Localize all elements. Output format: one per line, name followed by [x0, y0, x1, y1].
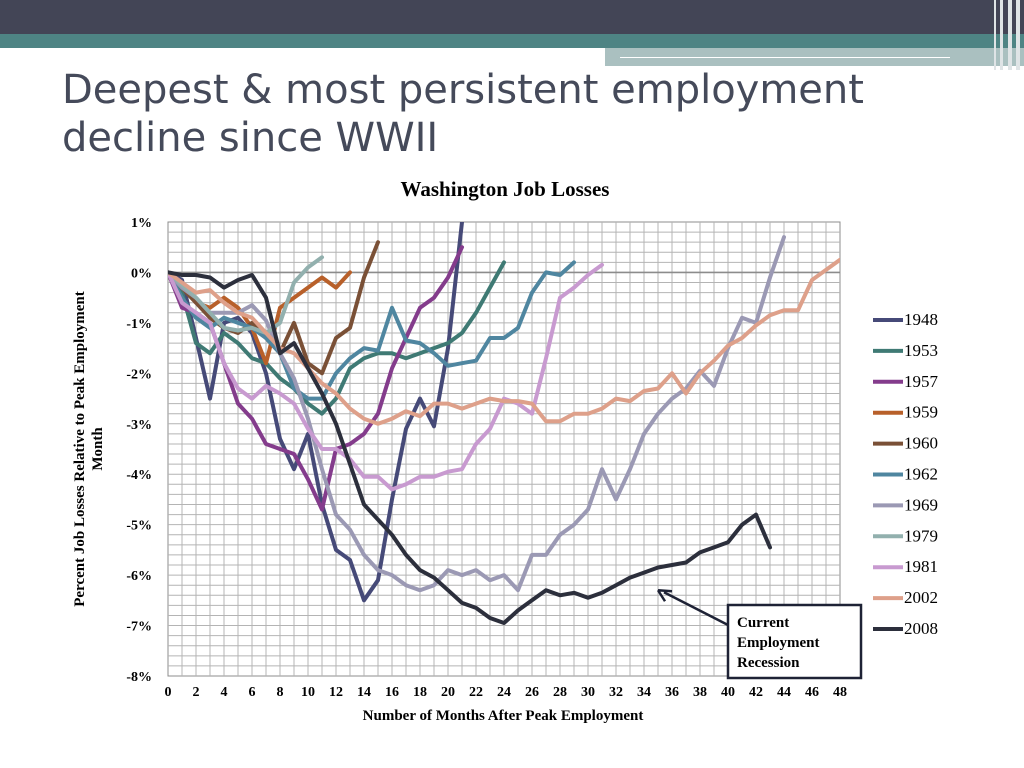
x-tick-label: 0 [165, 685, 172, 700]
y-tick-label: -7% [126, 620, 152, 635]
x-tick-label: 28 [553, 685, 567, 700]
annotation-arrowhead [656, 588, 673, 602]
x-tick-label: 6 [249, 685, 256, 700]
legend-label-1959: 1959 [904, 403, 938, 422]
annotation-line: Recession [737, 655, 800, 671]
x-tick-label: 30 [581, 685, 595, 700]
decorative-stripe [1008, 0, 1012, 70]
legend-label-1953: 1953 [904, 341, 938, 360]
y-tick-label: -6% [126, 569, 152, 584]
legend-label-1981: 1981 [904, 557, 938, 576]
chart-title: Washington Job Losses [401, 177, 610, 201]
series-line-2008 [168, 270, 772, 625]
y-tick-label: -4% [126, 468, 152, 483]
x-tick-label: 16 [385, 685, 399, 700]
x-tick-label: 48 [833, 685, 847, 700]
y-axis-label-line: Month [90, 427, 106, 471]
x-tick-label: 8 [277, 685, 284, 700]
y-tick-label: 1% [131, 216, 152, 231]
x-tick-label: 32 [609, 685, 623, 700]
legend-label-2008: 2008 [904, 619, 938, 638]
x-tick-label: 18 [413, 685, 427, 700]
decorative-stripe [1000, 0, 1003, 70]
title-bar-dark [0, 0, 1024, 34]
tick-labels: 1%0%-1%-2%-3%-4%-5%-6%-7%-8%0 2 4 6 8 10 12 14 1… [126, 216, 847, 700]
series-line-1962 [168, 260, 576, 401]
legend-label-2002: 2002 [904, 588, 938, 607]
legend-label-1948: 1948 [904, 310, 938, 329]
title-bar-teal [0, 34, 1024, 48]
annotation-line: Employment [737, 635, 820, 651]
annotation: Current Employment Recession [656, 588, 863, 680]
x-tick-label: 22 [469, 685, 483, 700]
decorative-stripe [994, 0, 996, 70]
legend: 1948 1953 1957 1959 1960 1962 1969 1979 1981 2002… [873, 310, 939, 638]
series-line-1979 [168, 255, 324, 335]
x-tick-label: 14 [357, 685, 371, 700]
legend-label-1960: 1960 [904, 434, 938, 453]
annotation-arrow [663, 591, 729, 627]
x-tick-label: 46 [805, 685, 819, 700]
x-tick-label: 36 [665, 685, 679, 700]
x-tick-label: 2 [193, 685, 200, 700]
x-tick-label: 40 [721, 685, 735, 700]
y-axis-label: Percent Job Losses Relative to Peak Empl… [72, 291, 106, 607]
y-tick-label: -2% [126, 367, 152, 382]
x-tick-label: 10 [301, 685, 315, 700]
legend-label-1962: 1962 [904, 465, 938, 484]
y-axis-label-line: Percent Job Losses Relative to Peak Empl… [72, 291, 88, 607]
legend-label-1969: 1969 [904, 495, 938, 514]
annotation-box [726, 603, 863, 680]
x-tick-label: 26 [525, 685, 539, 700]
x-axis-label: Number of Months After Peak Employment [363, 708, 644, 724]
y-tick-label: 0% [131, 266, 152, 281]
annotation-line: Current [737, 615, 789, 631]
legend-label-1979: 1979 [904, 526, 938, 545]
x-tick-label: 38 [693, 685, 707, 700]
x-tick-label: 20 [441, 685, 455, 700]
series-line-1981 [168, 262, 604, 492]
series-group [168, 222, 840, 625]
y-tick-label: -8% [126, 670, 152, 685]
decorative-stripe [1016, 0, 1020, 70]
y-tick-label: -5% [126, 519, 152, 534]
series-line-1953 [168, 260, 506, 416]
legend-label-1957: 1957 [904, 372, 939, 391]
y-tick-label: -3% [126, 418, 152, 433]
x-tick-label: 24 [497, 685, 511, 700]
x-tick-label: 4 [221, 685, 228, 700]
title-bar-line [620, 57, 950, 58]
x-tick-label: 12 [329, 685, 343, 700]
x-tick-label: 44 [777, 685, 791, 700]
x-tick-label: 34 [637, 685, 651, 700]
slide-title: Deepest & most persistent employment dec… [62, 67, 864, 161]
y-tick-label: -1% [126, 317, 152, 332]
x-tick-label: 42 [749, 685, 763, 700]
